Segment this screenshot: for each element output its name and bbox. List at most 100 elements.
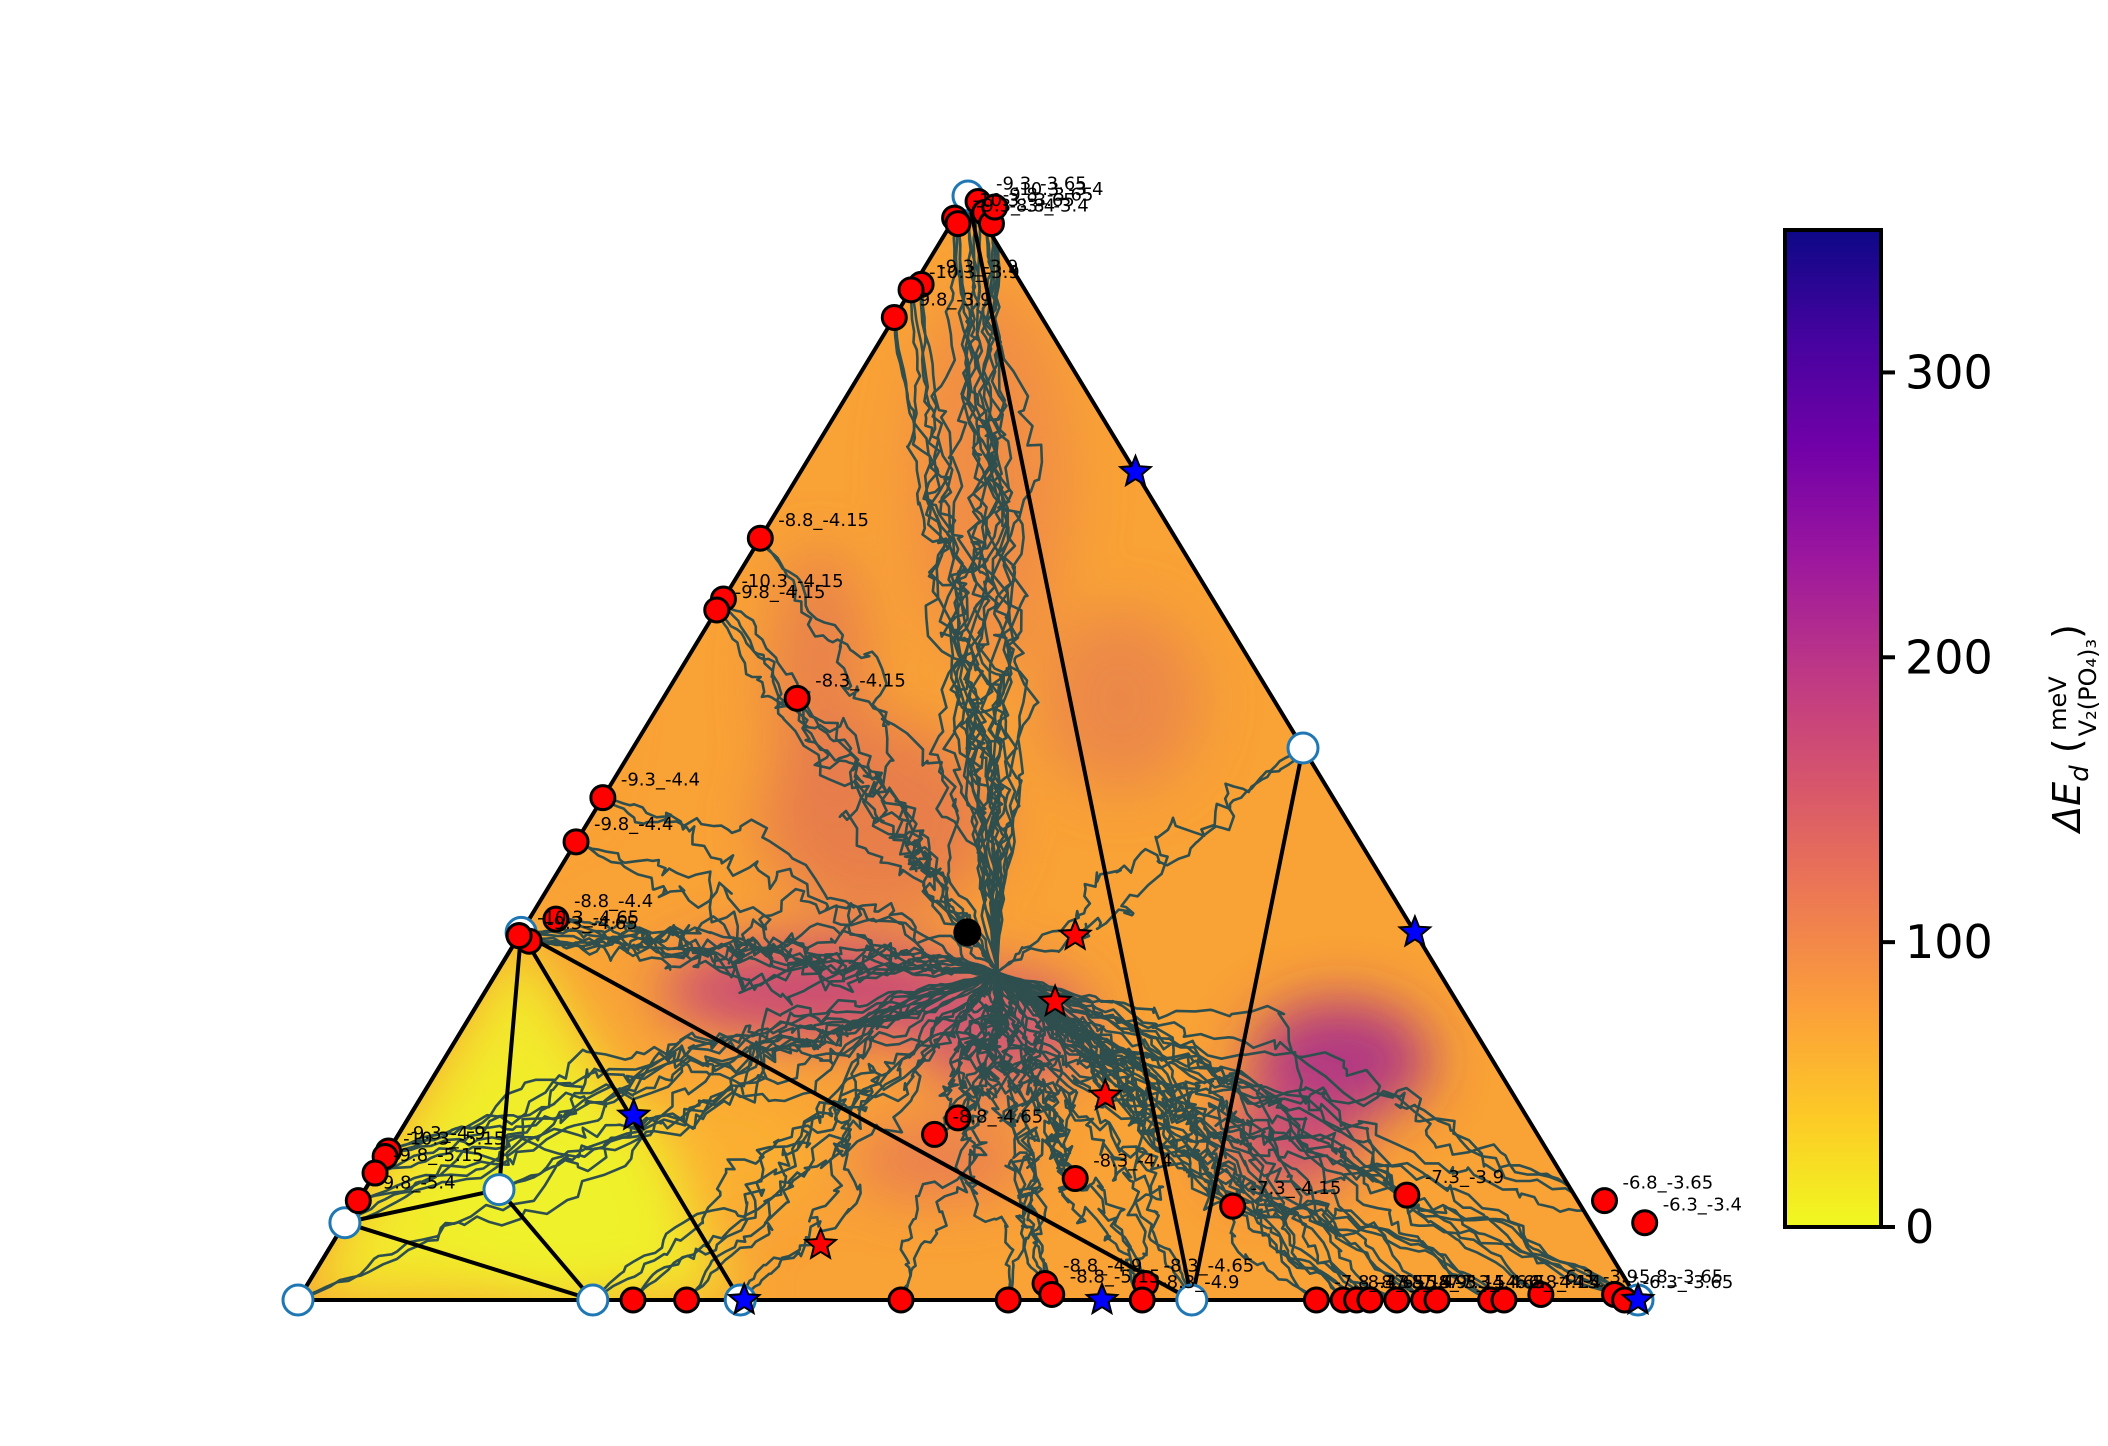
point-label: -10.3_-4.65 [537,908,639,929]
colorbar-tick-label: 300 [1905,345,1993,399]
trajectory-line [632,971,999,1300]
blue-star-marker [1397,913,1433,948]
tie-line [520,930,1193,1302]
point-label: -10.3_-3.65 [973,190,1075,211]
red-point-marker [994,1286,1022,1314]
point-label: -10.3_-5.15 [403,1128,505,1149]
trajectory-line [893,317,1005,973]
red-point-marker [344,1187,372,1215]
trajectory-line [575,840,998,974]
trajectory-line [996,971,1425,1300]
trajectory-line [996,971,1144,1300]
heat-blob [440,1090,680,1300]
point-label: -7.8_-4.9 [1388,1272,1467,1293]
red-point-marker [1302,1286,1330,1314]
trajectory-line [521,919,998,995]
trajectory-line [919,284,1004,973]
red-point-marker [619,1286,647,1314]
trajectory-line [996,971,1194,1300]
red-point-marker [1527,1280,1555,1308]
trajectory-line [948,206,1008,973]
point-label: -9.3_-4.65 [547,913,638,934]
point-label: -7.3_-3.9 [1425,1167,1504,1188]
point-label: -9.8_-3.65 [1003,185,1094,206]
point-label: -8.8_-4.15 [778,510,869,531]
trajectory-line [966,196,1011,973]
red-star-marker [1057,916,1093,951]
colorbar-tick-label: 200 [1905,630,1993,684]
trajectory-line [738,971,999,1300]
trajectories [298,196,1638,1300]
point-label: -8.8_-3.4 [1009,196,1088,217]
red-point-marker [542,905,570,933]
colorbar-label-main: ΔE [2045,782,2089,835]
hollow-circle-marker [482,1173,516,1207]
red-point-marker [1356,1286,1384,1314]
trajectory-line [963,223,1014,973]
red-point-marker [783,684,811,712]
point-label: -9.3_-3.65 [996,174,1087,195]
trajectory-line [932,218,1010,973]
red-star-marker [802,1226,839,1260]
trajectory-line [759,537,999,974]
point-label: -9.3_-4.9 [406,1123,485,1144]
red-point-marker [897,276,925,304]
trajectory-line [298,971,998,1300]
red-point-marker [944,1104,972,1132]
heat-blob [770,550,870,810]
point-label: -8.3_-4.15 [815,670,906,691]
point-label: -8.8_-4.4 [574,891,653,912]
colorbar: 0 100 200 300 ΔEd ( meVV₂(PO₄)₃) [1783,228,2102,1254]
red-point-marker [505,922,533,950]
red-point-marker [880,303,908,331]
trajectory-line [387,971,998,1153]
trajectory-line [996,971,1626,1300]
point-label: -10.3_-3.9 [929,262,1020,283]
point-label: -10.3_-3.4 [1013,179,1104,200]
blue-star-marker [1084,1281,1120,1316]
point-label: -7.3_-4.65 [1455,1272,1546,1293]
trajectory-line [996,971,1505,1300]
tie-line [497,1188,595,1302]
point-label: -8.8_-4.9 [1063,1255,1142,1276]
tie-line [296,931,523,1302]
red-point-marker [673,1286,701,1314]
point-label: -8.3_-5.4 [1375,1272,1454,1293]
colorbar-tick-label: 0 [1905,1200,1934,1254]
tie-line [344,1220,594,1302]
trajectory-line [996,971,1144,1300]
point-label: -6.3_-3.65 [1643,1272,1734,1293]
trajectory-line [996,971,1638,1300]
red-point-marker [887,1286,915,1314]
colorbar-tick-label: 100 [1905,915,1993,969]
trajectory-line [994,972,1063,1284]
point-label: -7.3_-4.4 [1442,1272,1521,1293]
tie-line [497,932,524,1190]
point-label: -6.3_-3.9 [1559,1266,1638,1287]
point-label: -9.3_-4.4 [621,770,700,791]
trajectory-line [953,971,999,1119]
red-star-marker [1037,983,1073,1018]
trajectory-line [996,971,1492,1300]
trajectory-line [298,971,998,1300]
trajectory-line [357,971,998,1202]
point-label: -6.8_-4.15 [1509,1272,1600,1293]
trajectory-line [958,196,1003,973]
red-point-marker [1423,1286,1451,1314]
trajectory-line [996,971,1193,1300]
point-label: -9.8_-5.15 [393,1145,484,1166]
stars [615,453,1656,1316]
trajectory-line [956,972,1008,1119]
red-point-marker [981,193,1009,221]
point-label: -6.3_-3.4 [1663,1195,1742,1216]
trajectory-line [344,971,998,1224]
red-point-marker [361,1159,389,1187]
trajectory-line [996,971,1492,1300]
trajectory-line [498,971,998,1191]
point-label: -10.3_-4.15 [741,571,843,592]
colorbar-label-sub: d [2065,765,2095,782]
blue-star-marker [615,1096,652,1131]
hollow-circle-marker [281,1283,315,1317]
colorbar-ticks: 0 100 200 300 [1881,345,1993,1254]
